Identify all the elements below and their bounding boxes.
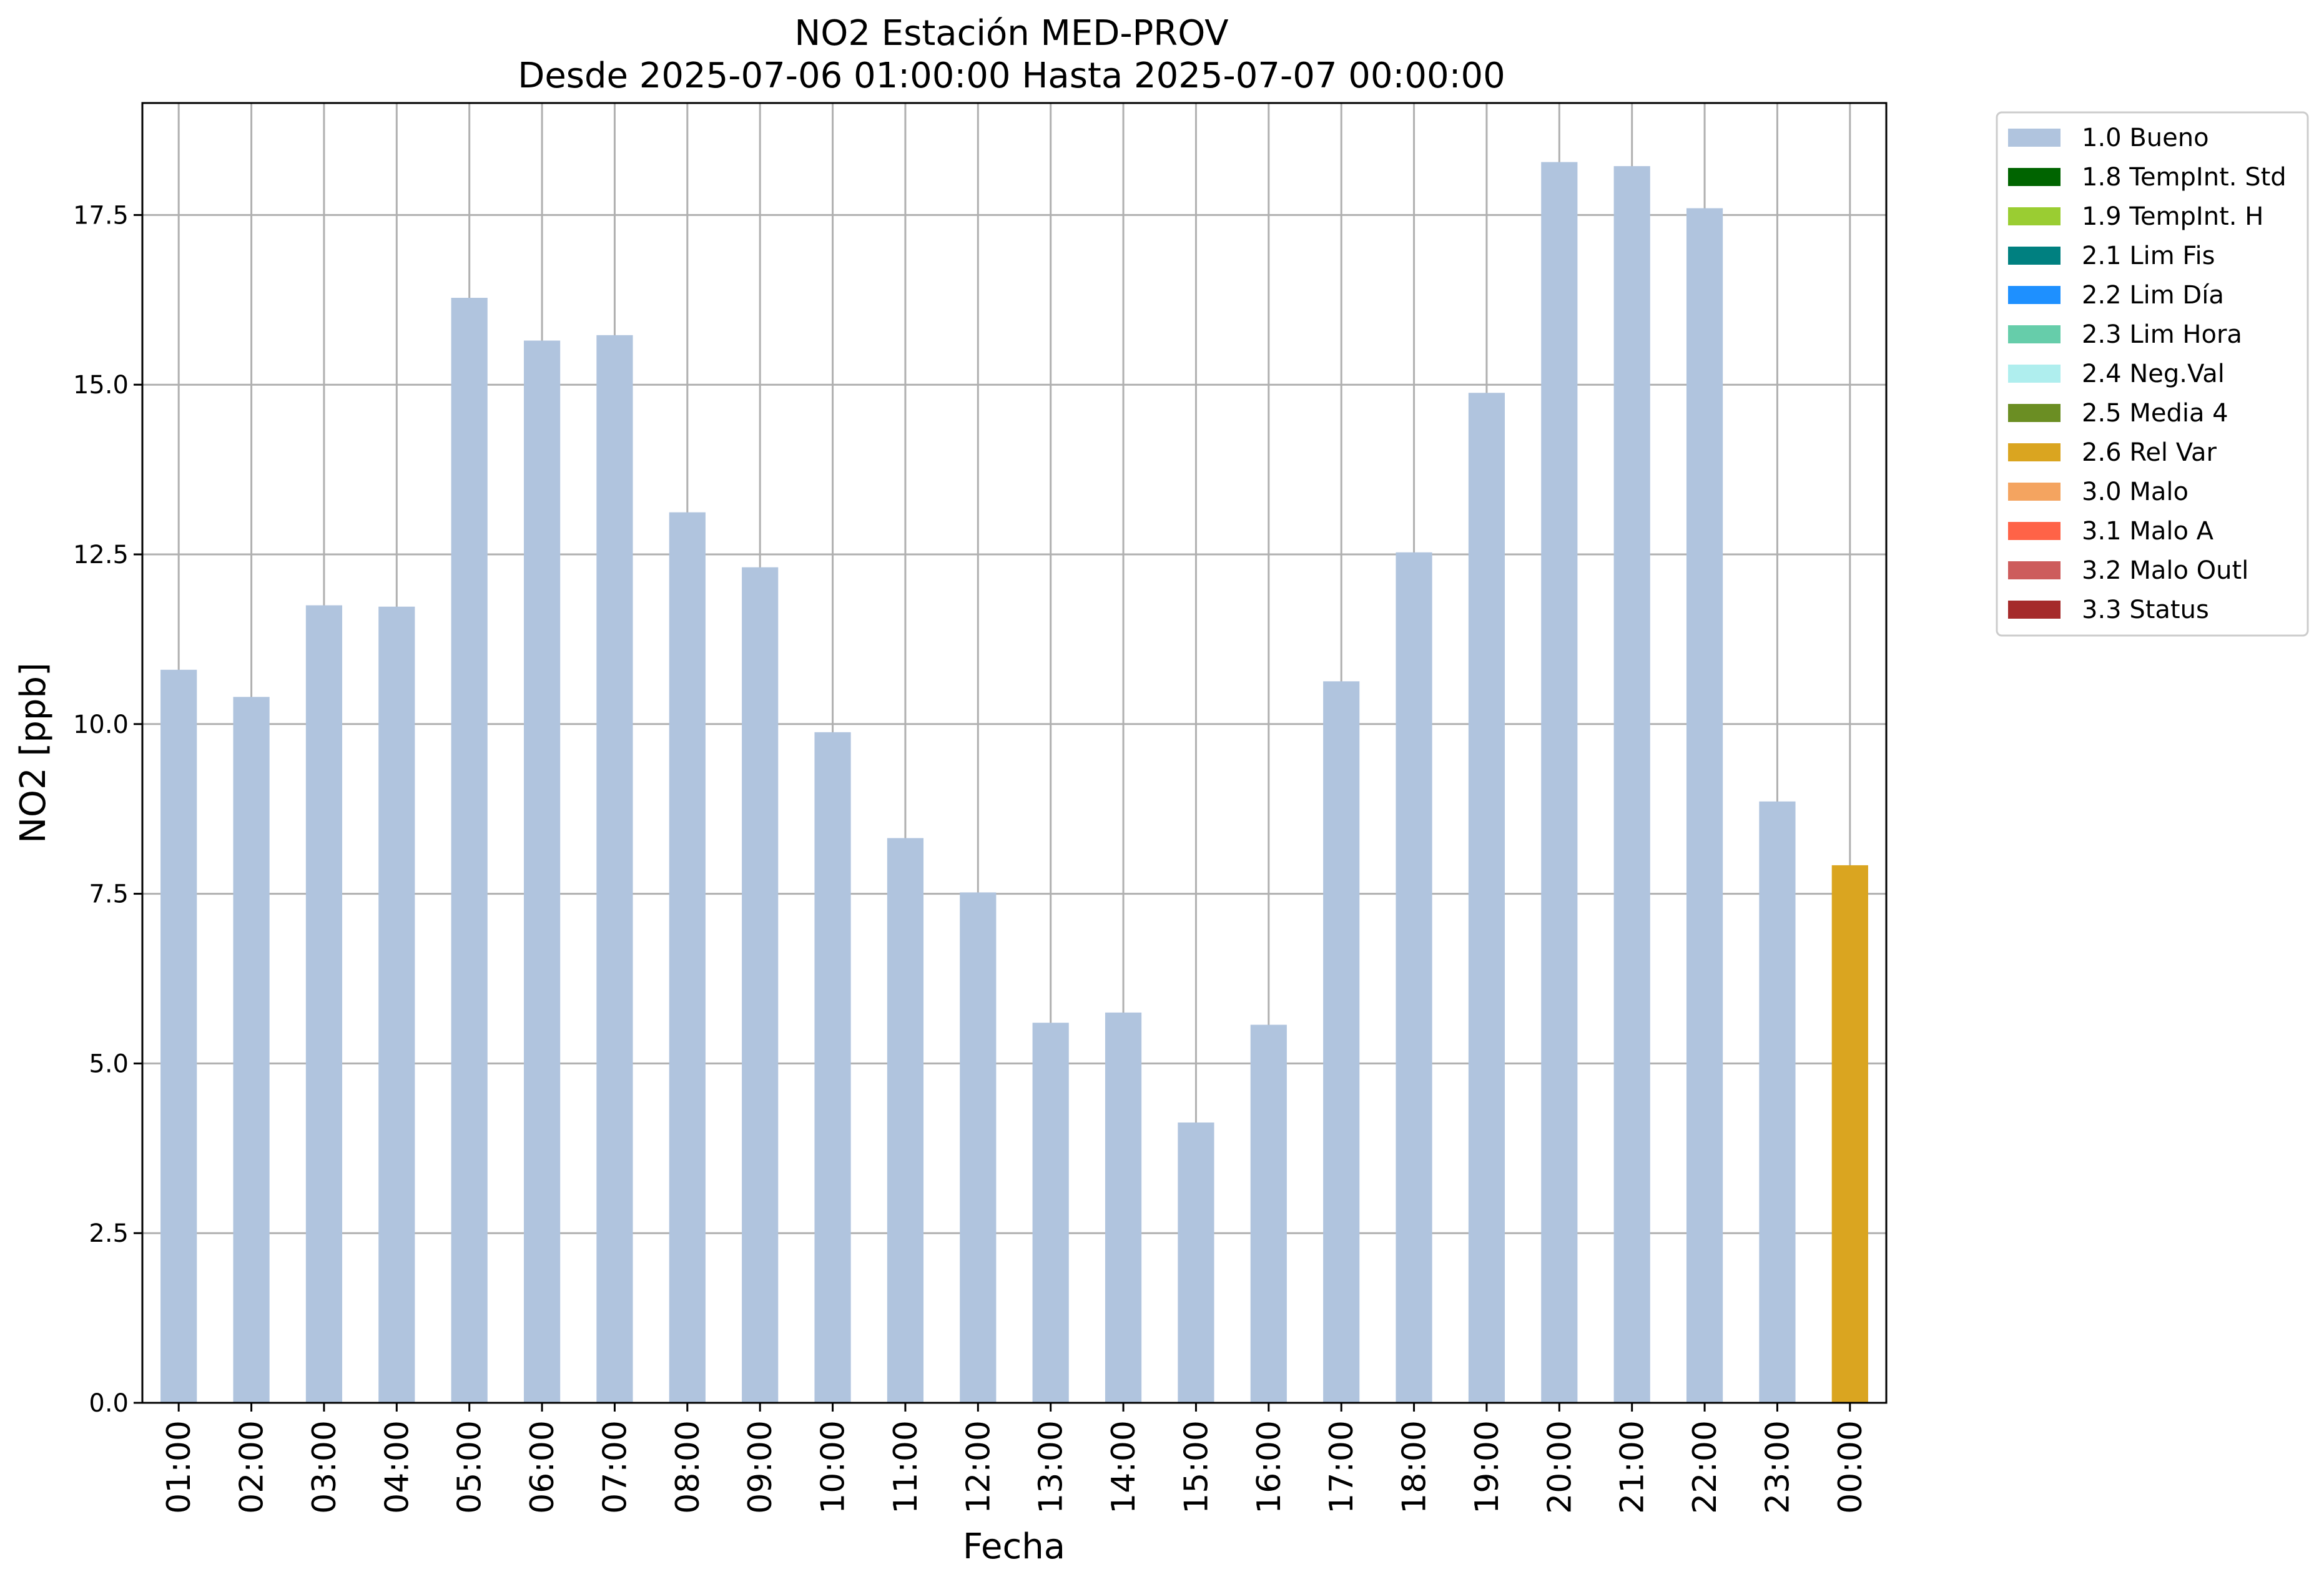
legend-label: 3.0 Malo (2082, 478, 2189, 506)
legend-swatch (2008, 129, 2061, 147)
legend-label: 3.2 Malo Outl (2082, 556, 2248, 585)
x-tick-label: 13:00 (1033, 1420, 1070, 1514)
legend-label: 3.1 Malo A (2082, 517, 2214, 546)
x-tick-label: 14:00 (1105, 1420, 1143, 1514)
bar-2300 (1759, 801, 1796, 1403)
x-tick-label: 08:00 (669, 1420, 707, 1514)
x-tick-label: 04:00 (378, 1420, 416, 1514)
legend-label: 1.9 TempInt. H (2082, 202, 2263, 231)
legend-swatch (2008, 483, 2061, 501)
bar-series (160, 162, 1868, 1403)
legend-label: 2.3 Lim Hora (2082, 320, 2242, 349)
plot-frame (141, 102, 1888, 1404)
legend-swatch (2008, 443, 2061, 461)
bar-1600 (1250, 1024, 1287, 1403)
legend-label: 2.4 Neg.Val (2082, 360, 2225, 388)
bar-1700 (1323, 681, 1360, 1403)
bar-0400 (378, 606, 415, 1403)
legend-label: 2.1 Lim Fis (2082, 242, 2215, 270)
legend-label: 2.6 Rel Var (2082, 438, 2217, 467)
bar-0500 (451, 298, 488, 1403)
x-tick-label: 05:00 (451, 1420, 489, 1514)
bar-1400 (1105, 1012, 1142, 1403)
bar-1500 (1178, 1122, 1214, 1403)
x-tick-label: 06:00 (524, 1420, 561, 1514)
bar-1800 (1396, 552, 1432, 1403)
x-axis-label: Fecha (963, 1526, 1065, 1567)
x-axis-ticks: 01:00 02:00 03:00 04:00 05:00 06:00 07:00 08:00… (160, 1403, 1869, 1514)
x-tick-label: 22:00 (1686, 1420, 1724, 1514)
x-tick-label: 19:00 (1469, 1420, 1506, 1514)
x-tick-label: 20:00 (1541, 1420, 1578, 1514)
legend-label: 3.3 Status (2082, 596, 2209, 624)
bar-1200 (960, 892, 997, 1403)
x-tick-label: 16:00 (1251, 1420, 1288, 1514)
bar-0000 (1831, 865, 1868, 1403)
legend-swatch (2008, 325, 2061, 343)
legend-swatch (2008, 601, 2061, 619)
x-tick-label: 12:00 (960, 1420, 997, 1514)
x-tick-label: 15:00 (1178, 1420, 1215, 1514)
bar-0800 (669, 512, 706, 1403)
y-tick-label: 17.5 (73, 201, 129, 230)
y-axis-ticks: 0.0 2.5 5.0 7.5 10.0 12.5 15.0 17.5 (73, 201, 142, 1418)
y-axis-label: NO2 [ppb] (13, 662, 54, 843)
bar-1100 (887, 838, 924, 1403)
x-tick-label: 23:00 (1759, 1420, 1796, 1514)
x-tick-label: 02:00 (234, 1420, 271, 1514)
y-tick-label: 5.0 (89, 1049, 129, 1078)
y-tick-label: 15.0 (73, 371, 129, 400)
legend: 1.0 Bueno 1.8 TempInt. Std 1.9 TempInt. H 2… (1996, 111, 2309, 637)
bar-1000 (814, 732, 851, 1403)
x-tick-label: 11:00 (887, 1420, 925, 1514)
y-tick-label: 0.0 (89, 1389, 129, 1418)
legend-label: 2.5 Media 4 (2082, 399, 2228, 428)
bar-0900 (742, 567, 779, 1403)
bar-0700 (596, 335, 633, 1403)
legend-label: 1.0 Bueno (2082, 124, 2209, 152)
legend-swatch (2008, 404, 2061, 422)
legend-swatch (2008, 365, 2061, 383)
x-tick-label: 01:00 (160, 1420, 198, 1514)
x-tick-label: 07:00 (596, 1420, 634, 1514)
x-tick-label: 09:00 (742, 1420, 779, 1514)
legend-swatch (2008, 522, 2061, 540)
chart-subtitle: Desde 2025-07-06 01:00:00 Hasta 2025-07-… (518, 56, 1505, 96)
legend-swatch (2008, 561, 2061, 579)
legend-label: 1.8 TempInt. Std (2082, 163, 2287, 192)
legend-label: 2.2 Lim Día (2082, 281, 2224, 310)
y-tick-label: 2.5 (89, 1219, 129, 1248)
bar-0300 (305, 605, 343, 1403)
legend-swatch (2008, 168, 2061, 186)
legend-swatch (2008, 207, 2061, 225)
chart-title: NO2 Estación MED-PROV (794, 13, 1228, 54)
x-tick-label: 10:00 (815, 1420, 852, 1514)
legend-swatch (2008, 286, 2061, 304)
x-tick-label: 03:00 (306, 1420, 343, 1514)
bar-0100 (160, 669, 197, 1403)
x-tick-label: 21:00 (1614, 1420, 1652, 1514)
bar-2200 (1686, 208, 1723, 1403)
bar-0200 (233, 697, 270, 1403)
bar-2100 (1613, 166, 1650, 1403)
x-tick-label: 00:00 (1832, 1420, 1869, 1514)
x-tick-label: 17:00 (1323, 1420, 1361, 1514)
bar-1300 (1032, 1023, 1069, 1403)
bar-1900 (1468, 393, 1505, 1403)
x-tick-label: 18:00 (1396, 1420, 1434, 1514)
y-tick-label: 7.5 (89, 880, 129, 909)
bar-2000 (1541, 162, 1578, 1403)
y-tick-label: 10.0 (73, 710, 129, 739)
bar-0600 (523, 340, 561, 1403)
legend-swatch (2008, 247, 2061, 265)
legend-frame (1996, 111, 2309, 637)
y-tick-label: 12.5 (73, 541, 129, 569)
